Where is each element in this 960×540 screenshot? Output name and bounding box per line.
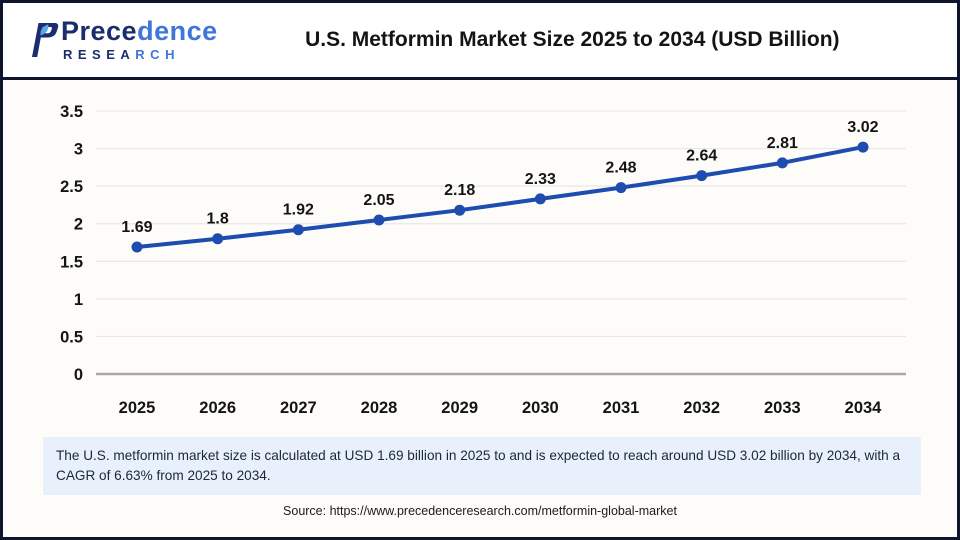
data-point-label: 3.02 <box>847 119 878 136</box>
x-tick-label: 2029 <box>441 399 478 417</box>
x-tick-label: 2027 <box>280 399 317 417</box>
summary-note: The U.S. metformin market size is calcul… <box>43 437 921 496</box>
x-tick-label: 2028 <box>361 399 398 417</box>
data-point <box>534 193 546 205</box>
data-point <box>292 224 304 236</box>
logo-brand-name: Precedence <box>61 16 218 46</box>
data-point <box>857 141 869 153</box>
header: Precedence RESEARCH U.S. Metformin Marke… <box>3 3 957 80</box>
data-point <box>615 182 627 194</box>
data-point <box>212 233 224 245</box>
y-tick-label: 3.5 <box>60 103 83 121</box>
data-point-label: 2.33 <box>525 171 556 188</box>
y-tick-label: 1.5 <box>60 253 83 271</box>
y-tick-label: 1 <box>74 291 83 309</box>
trend-line <box>135 145 865 250</box>
data-point-label: 1.92 <box>283 202 314 219</box>
data-point-label: 2.64 <box>686 148 717 165</box>
x-tick-label: 2032 <box>683 399 720 417</box>
logo-p-leaf-icon <box>29 20 59 62</box>
chart-area: 0 0.5 1 1.5 2 2.5 3 3.5 1.69 2025 1.8 2026 1.92 2027 2… <box>3 80 957 430</box>
logo-research-label: RESEARCH <box>63 47 180 62</box>
page-title: U.S. Metformin Market Size 2025 to 2034 … <box>305 28 840 51</box>
x-tick-label: 2025 <box>119 399 156 417</box>
market-size-line-chart: 0 0.5 1 1.5 2 2.5 3 3.5 1.69 2025 1.8 2026 1.92 2027 2… <box>60 103 906 417</box>
data-point-label: 2.48 <box>605 160 636 177</box>
y-tick-label: 2.5 <box>60 178 83 196</box>
logo-text: Precedence RESEARCH <box>61 16 218 62</box>
x-tick-label: 2033 <box>764 399 801 417</box>
y-tick-label: 2 <box>74 216 83 234</box>
data-point <box>373 214 385 226</box>
data-point-label: 1.8 <box>207 211 229 228</box>
x-tick-label: 2031 <box>603 399 640 417</box>
data-point-label: 2.81 <box>767 135 798 152</box>
x-tick-label: 2030 <box>522 399 559 417</box>
data-point-label: 1.69 <box>121 219 152 236</box>
x-tick-label: 2034 <box>845 399 883 417</box>
data-point-label: 2.05 <box>363 192 394 209</box>
data-point-label: 2.18 <box>444 182 475 199</box>
source-line: Source: https://www.precedenceresearch.c… <box>283 504 677 519</box>
precedence-research-logo: Precedence RESEARCH <box>29 18 218 62</box>
y-tick-label: 0 <box>74 366 83 384</box>
y-tick-label: 0.5 <box>60 328 83 346</box>
data-point <box>131 241 143 253</box>
data-point <box>454 204 466 216</box>
x-tick-label: 2026 <box>199 399 236 417</box>
data-point <box>776 157 788 169</box>
y-tick-label: 3 <box>74 141 83 159</box>
data-point <box>696 170 708 182</box>
